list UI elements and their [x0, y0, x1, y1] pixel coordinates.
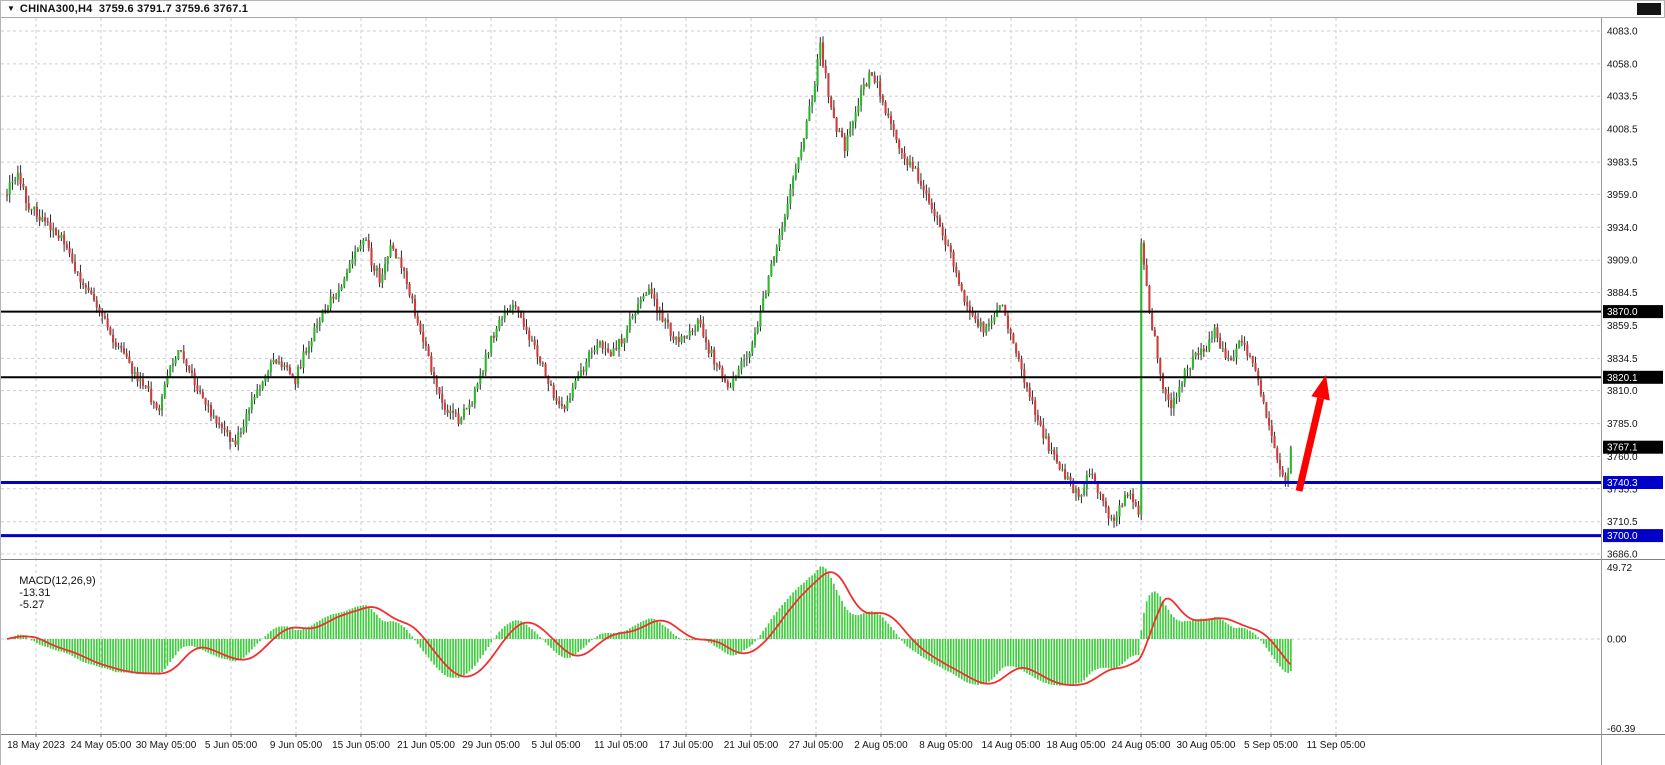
svg-text:3686.0: 3686.0 — [1607, 550, 1638, 561]
svg-text:3859.5: 3859.5 — [1607, 321, 1638, 332]
trend-arrow[interactable] — [1295, 375, 1330, 492]
svg-text:15 Jun 05:00: 15 Jun 05:00 — [332, 740, 390, 751]
svg-text:2 Aug 05:00: 2 Aug 05:00 — [854, 740, 908, 751]
svg-text:3959.0: 3959.0 — [1607, 190, 1638, 201]
svg-text:5 Jul 05:00: 5 Jul 05:00 — [532, 740, 581, 751]
svg-text:21 Jun 05:00: 21 Jun 05:00 — [397, 740, 455, 751]
svg-text:27 Jul 05:00: 27 Jul 05:00 — [789, 740, 844, 751]
svg-text:3870.0: 3870.0 — [1607, 307, 1638, 318]
macd-indicator-label: MACD(12,26,9) -13.31 -5.27 — [7, 563, 96, 623]
chart-canvas[interactable]: 4083.0 4058.0 4033.5 4008.5 3983.5 3959.0 3934… — [1, 18, 1665, 765]
svg-text:3934.0: 3934.0 — [1607, 223, 1638, 234]
svg-text:3909.0: 3909.0 — [1607, 256, 1638, 267]
svg-text:18 Aug 05:00: 18 Aug 05:00 — [1047, 740, 1106, 751]
svg-text:3983.5: 3983.5 — [1607, 158, 1638, 169]
svg-text:18 May 2023: 18 May 2023 — [7, 740, 65, 751]
svg-text:30 Aug 05:00: 30 Aug 05:00 — [1177, 740, 1236, 751]
svg-text:3710.5: 3710.5 — [1607, 517, 1638, 528]
macd-signal-line — [6, 571, 1292, 686]
svg-text:5 Jun 05:00: 5 Jun 05:00 — [205, 740, 258, 751]
svg-text:4083.0: 4083.0 — [1607, 27, 1638, 38]
price-tag-3740.3: 3740.3 — [1603, 476, 1663, 489]
svg-text:4033.5: 4033.5 — [1607, 92, 1638, 103]
macd-name: MACD(12,26,9) — [19, 575, 96, 587]
macd-value-signal: -5.27 — [19, 599, 45, 611]
svg-text:3735.5: 3735.5 — [1607, 484, 1638, 495]
price-tag-3820.1: 3820.1 — [1603, 370, 1663, 384]
svg-text:3760.0: 3760.0 — [1607, 452, 1638, 463]
macd-value-main: -13.31 — [19, 587, 51, 599]
symbol-quote-bar: ▼ CHINA300,H4 3759.6 3791.7 3759.6 3767.… — [1, 1, 1664, 18]
svg-text:9 Jun 05:00: 9 Jun 05:00 — [270, 740, 323, 751]
symbol-quote-text: CHINA300,H4 3759.6 3791.7 3759.6 3767.1 — [19, 3, 249, 15]
svg-text:5 Sep 05:00: 5 Sep 05:00 — [1244, 740, 1298, 751]
panel-dividers — [1, 18, 1665, 765]
svg-text:3810.0: 3810.0 — [1607, 386, 1638, 397]
svg-text:3767.1: 3767.1 — [1607, 443, 1638, 454]
svg-text:14 Aug 05:00: 14 Aug 05:00 — [982, 740, 1041, 751]
svg-text:8 Aug 05:00: 8 Aug 05:00 — [919, 740, 973, 751]
candles-layer — [5, 42, 1292, 521]
price-axis-labels: 4083.0 4058.0 4033.5 4008.5 3983.5 3959.0 3934… — [1607, 27, 1638, 561]
window-corner-box — [1637, 3, 1661, 15]
svg-text:11 Jul 05:00: 11 Jul 05:00 — [594, 740, 648, 751]
price-tag-3700.0: 3700.0 — [1603, 529, 1663, 543]
svg-text:17 Jul 05:00: 17 Jul 05:00 — [659, 740, 714, 751]
svg-text:24 Aug 05:00: 24 Aug 05:00 — [1112, 740, 1171, 751]
svg-text:-60.39: -60.39 — [1607, 724, 1636, 735]
price-tag-3767.1: 3767.1 — [1603, 440, 1663, 454]
svg-text:21 Jul 05:00: 21 Jul 05:00 — [724, 740, 779, 751]
svg-text:3740.3: 3740.3 — [1607, 478, 1638, 489]
svg-text:4058.0: 4058.0 — [1607, 59, 1638, 70]
date-axis-labels: 18 May 2023 24 May 05:00 30 May 05:00 5 Jun… — [7, 734, 1366, 751]
svg-text:30 May 05:00: 30 May 05:00 — [136, 740, 197, 751]
svg-text:29 Jun 05:00: 29 Jun 05:00 — [462, 740, 520, 751]
price-tag-3870.0: 3870.0 — [1603, 305, 1663, 319]
svg-text:3820.1: 3820.1 — [1607, 373, 1638, 384]
svg-text:0.00: 0.00 — [1607, 635, 1627, 646]
svg-text:3700.0: 3700.0 — [1607, 531, 1638, 542]
chart-background — [1, 18, 1665, 765]
svg-text:3834.5: 3834.5 — [1607, 354, 1638, 365]
symbol-dropdown-icon[interactable]: ▼ — [7, 4, 15, 13]
svg-text:3785.0: 3785.0 — [1607, 419, 1638, 430]
svg-text:11 Sep 05:00: 11 Sep 05:00 — [1307, 740, 1366, 751]
svg-text:3884.5: 3884.5 — [1607, 288, 1638, 299]
level-lines — [1, 310, 1601, 538]
svg-text:24 May 05:00: 24 May 05:00 — [71, 740, 132, 751]
svg-text:4008.5: 4008.5 — [1607, 125, 1638, 136]
macd-axis-labels: 49.72 0.00 -60.39 — [1607, 563, 1636, 735]
svg-text:49.72: 49.72 — [1607, 563, 1632, 574]
